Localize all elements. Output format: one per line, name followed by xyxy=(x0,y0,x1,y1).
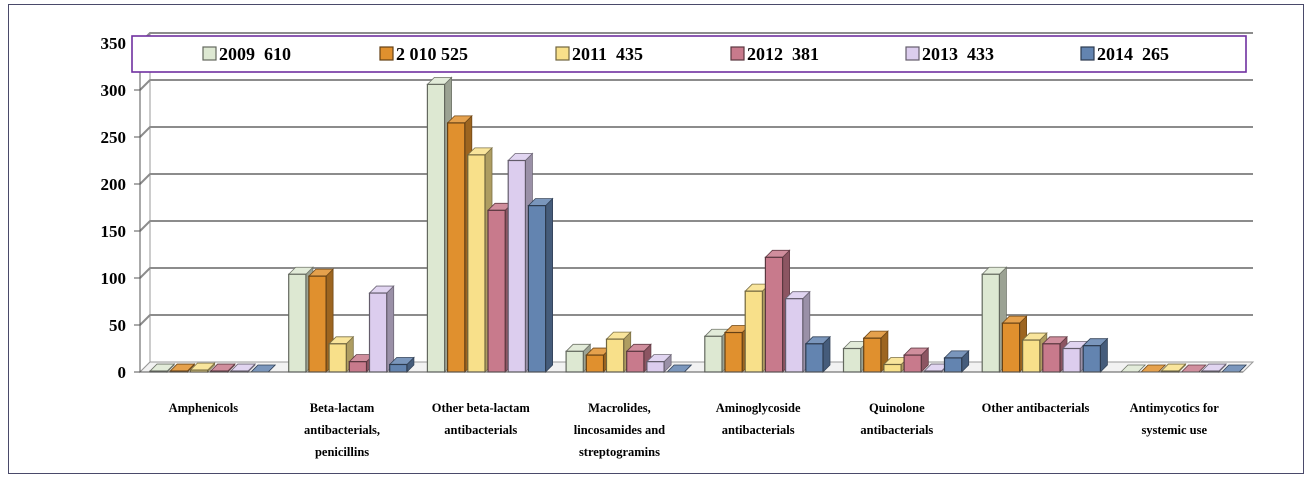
bar-group xyxy=(1119,363,1248,373)
x-tick-label: Aminoglycoside antibacterials xyxy=(716,401,801,437)
legend-swatch xyxy=(202,46,217,61)
legend-label: 2013 433 xyxy=(922,44,994,64)
y-tick-label: 50 xyxy=(109,316,126,335)
bars xyxy=(149,76,1248,373)
bar xyxy=(527,197,554,373)
bar xyxy=(388,356,415,373)
bar xyxy=(307,268,335,373)
bar xyxy=(903,347,930,373)
legend-label: 2014 265 xyxy=(1097,44,1169,64)
y-tick-label: 200 xyxy=(101,175,127,194)
bar xyxy=(1082,337,1109,373)
x-tick-label: Antimycotics for systemic use xyxy=(1130,401,1220,437)
bar-group xyxy=(565,331,693,373)
y-axis: 0 50 100 150 200 250 300 350 xyxy=(101,34,141,382)
bar xyxy=(943,349,970,373)
legend-swatch xyxy=(379,46,394,61)
y-tick-label: 0 xyxy=(118,363,127,382)
x-tick-label: Beta-lactam antibacterials, penicillins xyxy=(304,401,380,459)
bar-group xyxy=(842,330,970,373)
legend-swatch xyxy=(730,46,745,61)
bar-group xyxy=(426,76,554,373)
x-tick-label: Macrolides, lincosamides and streptogramin… xyxy=(574,401,665,459)
bar xyxy=(1140,364,1167,373)
legend-swatch xyxy=(1080,46,1095,61)
bar xyxy=(645,353,673,373)
bar-group xyxy=(981,266,1109,373)
legend-label: 2 010 525 xyxy=(396,44,468,64)
legend-item: 2009 610 xyxy=(202,44,291,64)
y-tick-label: 250 xyxy=(101,128,127,147)
bar xyxy=(625,343,652,373)
y-tick-label: 350 xyxy=(101,34,127,53)
bar xyxy=(446,114,473,373)
legend-item: 2014 265 xyxy=(1080,44,1169,64)
legend-swatch xyxy=(555,46,570,61)
gridline xyxy=(139,126,1253,138)
legend-box xyxy=(131,35,1247,73)
x-tick-label: Quinolone antibacterials xyxy=(860,401,933,437)
gridline xyxy=(139,173,1253,185)
legend-label: 2011 435 xyxy=(572,44,643,64)
legend-item: 2011 435 xyxy=(555,44,643,64)
bar xyxy=(250,364,277,373)
legend-swatch xyxy=(905,46,920,61)
legend-label: 2012 381 xyxy=(747,44,819,64)
y-tick-label: 150 xyxy=(101,222,127,241)
gridline xyxy=(139,267,1253,279)
y-tick-label: 100 xyxy=(101,269,127,288)
legend-label: 2009 610 xyxy=(219,44,291,64)
bar-group xyxy=(287,266,415,373)
gridlines xyxy=(139,32,1253,326)
chart-frame xyxy=(8,4,1304,474)
gridline xyxy=(139,220,1253,232)
bar xyxy=(368,285,395,373)
legend-item: 2 010 525 xyxy=(379,44,468,64)
bar-group xyxy=(703,249,831,373)
x-tick-label: Amphenicols xyxy=(169,401,239,415)
x-tick-label: Other beta-lactam antibacterials xyxy=(432,401,531,437)
bar xyxy=(804,335,831,373)
bar xyxy=(862,330,889,373)
bar xyxy=(784,290,811,373)
x-axis: Amphenicols Beta-lactam antibacterials, pen… xyxy=(140,371,1243,459)
y-tick-label: 300 xyxy=(101,81,127,100)
bar xyxy=(666,364,693,373)
legend-item: 2012 381 xyxy=(730,44,819,64)
legend-item: 2013 433 xyxy=(905,44,994,64)
gridline xyxy=(139,79,1253,91)
x-tick-label: Other antibacterials xyxy=(982,401,1090,415)
bar xyxy=(1200,363,1227,373)
gridline xyxy=(139,314,1253,326)
plot-walls xyxy=(138,31,1255,374)
legend: 2009 610 2 010 525 2011 435 2012 381 2013 43… xyxy=(131,35,1247,73)
